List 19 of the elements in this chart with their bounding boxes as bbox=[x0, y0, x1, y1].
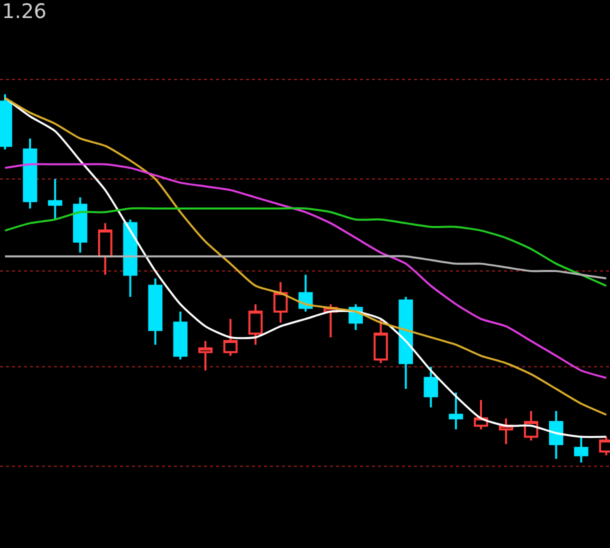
candlestick bbox=[73, 196, 88, 254]
candlestick bbox=[374, 318, 388, 364]
candlestick bbox=[198, 340, 213, 372]
candlestick bbox=[48, 178, 62, 220]
candlestick bbox=[398, 296, 413, 390]
candlestick bbox=[549, 410, 564, 460]
candlestick bbox=[173, 310, 188, 360]
text: 1.26 bbox=[2, 0, 47, 23]
candlestick bbox=[448, 392, 464, 430]
candlestick bbox=[98, 222, 112, 276]
candlestick bbox=[148, 277, 162, 346]
candlestick bbox=[574, 436, 588, 464]
candlestick bbox=[223, 318, 238, 357]
candlestick bbox=[273, 281, 288, 324]
candlestick bbox=[424, 366, 438, 408]
candlestick bbox=[123, 218, 138, 298]
candlestick bbox=[474, 398, 488, 430]
candlestick bbox=[248, 303, 263, 346]
candlestick bbox=[22, 137, 38, 210]
